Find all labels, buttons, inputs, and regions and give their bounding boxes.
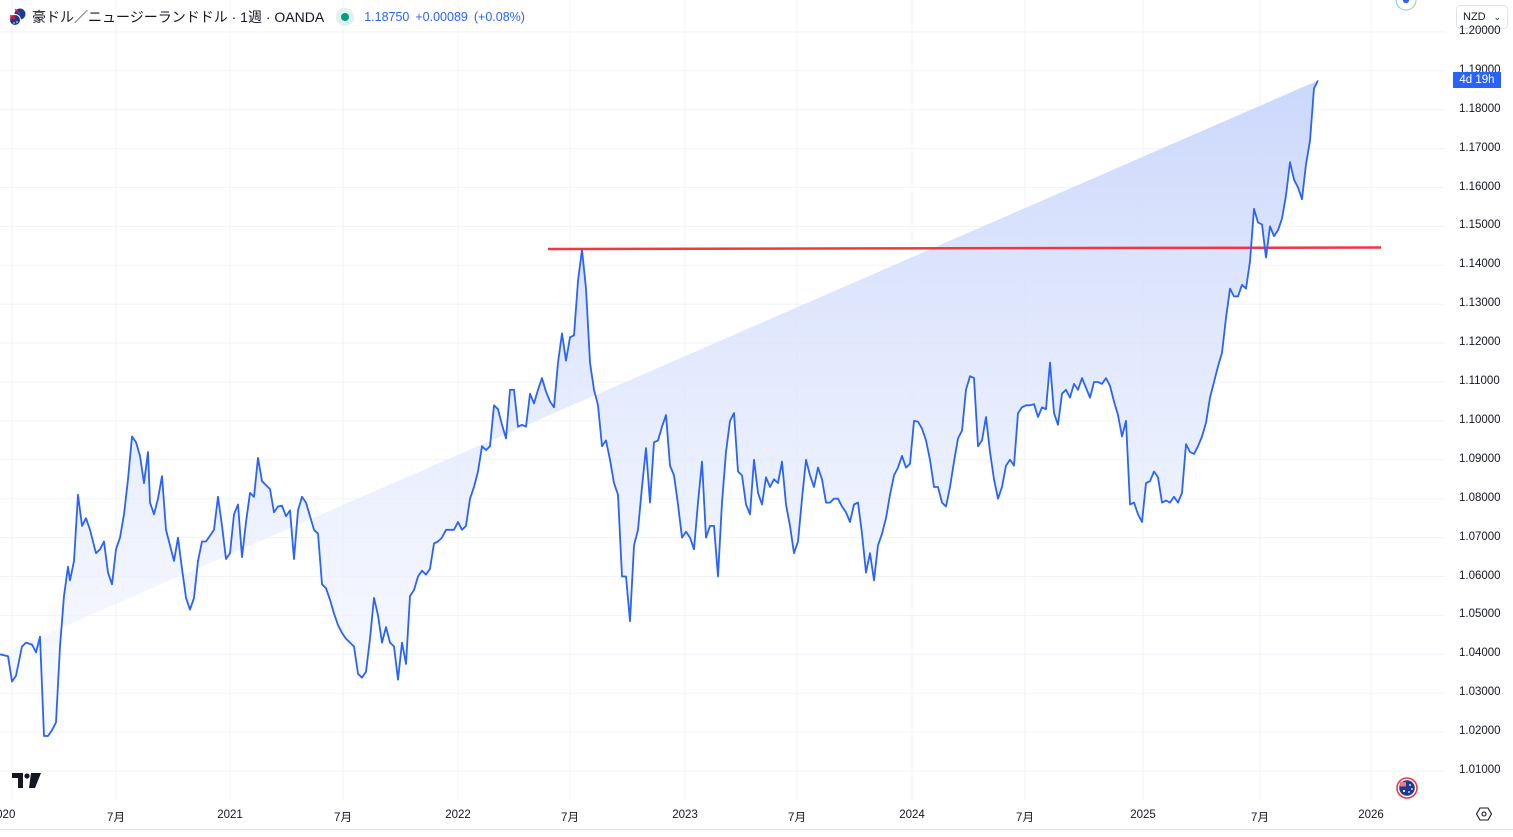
price-axis-label: 1.12000 <box>1459 336 1501 349</box>
time-axis-label: 2026 <box>1358 809 1384 821</box>
symbol-header[interactable]: 豪ドル／ニュージーランドドル · 1週 · OANDA 1.18750 +0.0… <box>8 6 525 28</box>
resistance-horizontal-line[interactable] <box>547 246 1382 251</box>
last-price-pulse-ring <box>1395 0 1417 11</box>
price-axis-label: 1.04000 <box>1459 647 1501 660</box>
price-axis-label: 1.09000 <box>1459 452 1501 465</box>
price-axis-label: 1.11000 <box>1459 375 1500 387</box>
aud-nzd-flags-icon <box>8 8 26 26</box>
price-axis-label: 1.17000 <box>1459 141 1501 154</box>
market-open-dot-icon <box>341 13 350 21</box>
price-change-percent: (+0.08%) <box>473 10 525 24</box>
chevron-down-icon: ⌄ <box>1493 11 1501 22</box>
price-axis-label: 1.15000 <box>1459 219 1501 232</box>
last-price-dot <box>1402 0 1410 4</box>
last-price: 1.18750 <box>364 10 410 24</box>
price-area-fill <box>0 80 1318 736</box>
price-axis-label: 1.13000 <box>1459 297 1501 310</box>
time-axis-label: 7月 <box>788 812 806 824</box>
bottom-divider <box>0 829 1513 830</box>
price-axis-label: 1.10000 <box>1459 413 1501 426</box>
time-axis-label: 7月 <box>561 812 579 824</box>
tradingview-logo-icon[interactable] <box>12 773 42 794</box>
price-axis-label: 1.06000 <box>1459 569 1501 582</box>
chart-settings-gear-icon[interactable] <box>1475 806 1493 827</box>
price-axis-label: 1.14000 <box>1459 258 1501 271</box>
time-axis-label: 2022 <box>445 809 471 821</box>
price-axis-label: 1.20000 <box>1459 24 1501 37</box>
time-axis-label: 7月 <box>1016 812 1034 824</box>
currency-label: NZD <box>1463 11 1486 23</box>
time-axis-label: 2021 <box>217 809 243 821</box>
bar-countdown-badge: 4d 19h <box>1453 72 1501 88</box>
time-axis-label: 2020 <box>0 809 16 821</box>
time-axis-label: 7月 <box>334 812 352 824</box>
time-axis-label: 2025 <box>1130 809 1156 821</box>
price-axis-label: 1.01000 <box>1459 764 1501 776</box>
price-axis-label: 1.16000 <box>1459 180 1501 193</box>
currency-selector-button[interactable]: NZD ⌄ <box>1456 5 1508 29</box>
price-line <box>0 80 1319 737</box>
time-axis-label: 2023 <box>672 809 698 821</box>
price-axis-label: 1.02000 <box>1459 725 1501 738</box>
time-axis-label: 2024 <box>899 809 925 821</box>
symbol-title: 豪ドル／ニュージーランドドル · 1週 · OANDA <box>32 9 325 25</box>
price-axis-label: 1.05000 <box>1459 608 1501 621</box>
price-axis-label: 1.08000 <box>1459 491 1501 504</box>
time-axis-label: 7月 <box>107 812 125 824</box>
price-axis-label: 1.07000 <box>1459 530 1501 543</box>
australia-flag-icon[interactable] <box>1396 777 1418 804</box>
time-axis-label: 7月 <box>1251 812 1269 824</box>
market-status-indicator[interactable] <box>336 8 355 26</box>
price-axis-label: 1.03000 <box>1459 686 1501 699</box>
price-change: +0.00089 <box>415 10 468 24</box>
price-axis-label: 1.18000 <box>1459 102 1501 115</box>
